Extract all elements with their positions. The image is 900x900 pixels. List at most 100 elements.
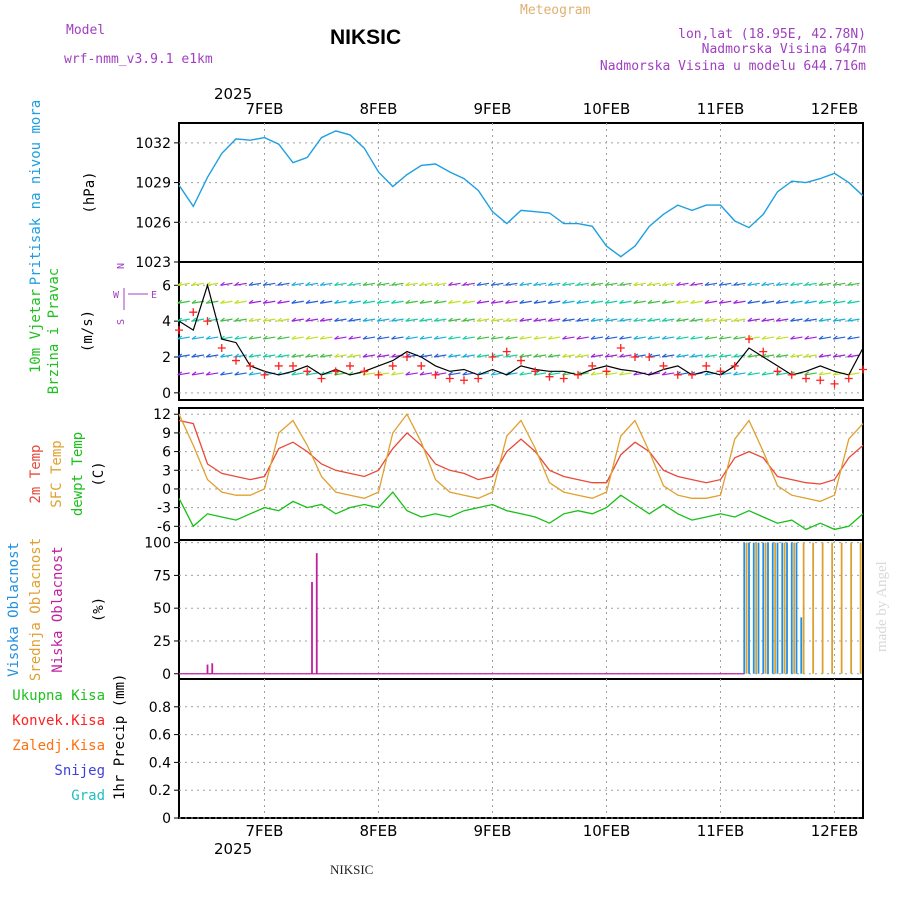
top-day-label: 11FEB xyxy=(697,100,744,118)
wind-arrow xyxy=(263,300,276,304)
wind-arrow xyxy=(206,372,219,376)
wind-arrow-head xyxy=(177,317,183,322)
wind-arrow xyxy=(719,282,732,286)
wind-gust-mark xyxy=(844,374,853,383)
wind-arrow-head xyxy=(305,353,311,358)
wind-arrow xyxy=(804,300,817,304)
wind-arrow xyxy=(248,282,262,286)
wind-arrow-head xyxy=(676,353,681,358)
wind-arrow-head xyxy=(562,281,567,286)
wind-arrow xyxy=(590,300,604,304)
wind-side-label: 10m Vjetar xyxy=(28,289,44,373)
wind-arrow xyxy=(348,336,361,340)
wind-arrow-head xyxy=(818,353,824,358)
wind-arrow xyxy=(818,372,832,376)
wind-arrow xyxy=(590,282,604,286)
temperature-side-label: 2m Temp xyxy=(28,444,44,503)
wind-arrow-head xyxy=(348,335,354,340)
year-top: 2025 xyxy=(214,85,252,103)
wind-arrow xyxy=(419,354,433,358)
wind-gust-mark xyxy=(545,372,554,381)
footer-station: NIKSIC xyxy=(330,862,373,877)
wind-arrow-head xyxy=(277,299,282,304)
wind-arrow-head xyxy=(590,299,596,304)
wind-arrow-head xyxy=(319,299,325,304)
wind-arrow xyxy=(804,282,817,286)
wind-arrow-head xyxy=(790,353,795,358)
wind-arrow xyxy=(377,300,390,304)
wind-arrow-head xyxy=(319,335,325,340)
wind-arrow-head xyxy=(334,317,339,322)
wind-arrow-head xyxy=(191,371,197,376)
wind-arrow xyxy=(220,282,233,286)
cloud-ytick-label: 100 xyxy=(144,536,171,552)
precip-ytick-label: 0.6 xyxy=(149,728,171,744)
elevation-text: Nadmorska Visina 647m xyxy=(702,42,867,57)
wind-arrow-head xyxy=(761,371,767,376)
wind-arrow-head xyxy=(405,371,411,376)
wind-arrow xyxy=(405,336,418,340)
wind-arrow xyxy=(747,282,760,286)
compass-letter: W xyxy=(113,290,120,301)
wind-arrow xyxy=(191,372,205,376)
year-bottom: 2025 xyxy=(214,840,252,858)
wind-arrow xyxy=(833,318,846,322)
wind-arrow xyxy=(177,282,190,286)
wind-arrow-head xyxy=(647,317,653,322)
wind-arrow-head xyxy=(334,335,339,340)
wind-arrow-head xyxy=(661,335,667,340)
wind-gust-mark xyxy=(702,361,711,370)
wind-arrow xyxy=(818,282,832,286)
wind-arrow-head xyxy=(348,353,354,358)
wind-arrow-head xyxy=(804,353,810,358)
wind-arrow-head xyxy=(832,281,838,286)
wind-gust-mark xyxy=(189,308,198,317)
watermark: made by Angel xyxy=(874,561,890,652)
wind-arrow-head xyxy=(234,317,240,322)
wind-arrow xyxy=(234,282,247,286)
wind-arrow-head xyxy=(376,299,382,304)
wind-arrow-head xyxy=(761,335,767,340)
wind-arrow xyxy=(847,318,860,322)
wind-arrow xyxy=(334,282,347,286)
wind-arrow-head xyxy=(419,335,425,340)
wind-arrow-head xyxy=(718,317,724,322)
wind-gust-mark xyxy=(830,379,839,388)
temperature-line xyxy=(178,419,864,485)
wind-arrow xyxy=(462,282,475,286)
wind-arrow-head xyxy=(177,281,183,286)
wind-gust-mark xyxy=(346,361,354,370)
pressure-ytick-label: 1029 xyxy=(135,176,171,192)
wind-arrow-head xyxy=(376,281,382,286)
wind-arrow-head xyxy=(804,299,810,304)
wind-gust-mark xyxy=(488,352,497,361)
wind-arrow xyxy=(434,318,447,322)
wind-arrow-head xyxy=(704,281,710,286)
wind-gust-mark xyxy=(773,367,782,376)
wind-arrow xyxy=(391,282,404,286)
temperature-ytick-label: 0 xyxy=(162,482,171,498)
wind-arrow xyxy=(562,300,575,304)
wind-arrow-head xyxy=(704,353,710,358)
model-elevation-text: Nadmorska Visina u modelu 644.716m xyxy=(600,59,866,74)
wind-arrow-head xyxy=(690,353,696,358)
wind-arrow xyxy=(505,354,518,358)
wind-arrow xyxy=(548,282,561,286)
wind-arrow xyxy=(519,282,532,286)
wind-arrow-head xyxy=(248,299,254,304)
wind-arrow-head xyxy=(291,335,297,340)
wind-arrow xyxy=(263,318,276,322)
wind-arrow xyxy=(305,300,319,304)
wind-arrow xyxy=(263,336,276,340)
wind-arrow-head xyxy=(775,281,781,286)
wind-gust-mark xyxy=(673,370,682,379)
wind-arrow-head xyxy=(462,317,468,322)
wind-arrow xyxy=(733,372,746,376)
cloud-ytick-label: 25 xyxy=(153,634,171,650)
wind-arrow xyxy=(605,318,618,322)
wind-gust-mark xyxy=(260,370,269,379)
wind-gust-mark xyxy=(645,352,654,361)
wind-gust-mark xyxy=(460,376,468,385)
wind-arrow-head xyxy=(804,335,810,340)
wind-arrow-head xyxy=(818,299,824,304)
